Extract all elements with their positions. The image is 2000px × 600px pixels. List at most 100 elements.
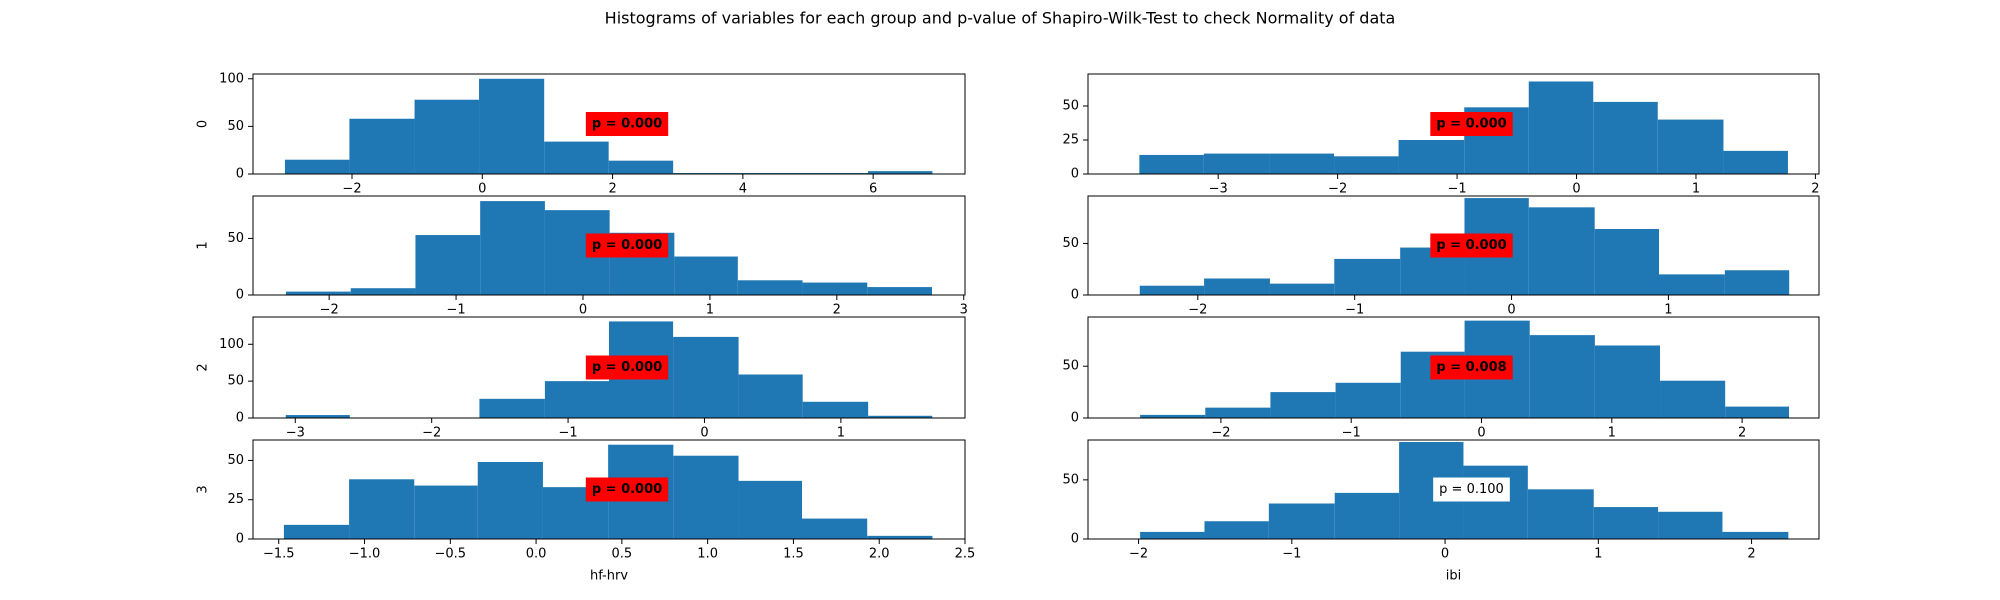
x-tick-label: 0.5 xyxy=(612,547,633,562)
x-tick-label: −2 xyxy=(342,182,361,197)
x-tick-label: 0 xyxy=(1572,182,1580,197)
bar xyxy=(1140,531,1205,539)
bar xyxy=(1139,285,1205,295)
axes-frame xyxy=(1087,73,1820,175)
x-tick-label: 2.0 xyxy=(869,547,890,562)
bar xyxy=(1335,382,1401,418)
y-tick-label: 0 xyxy=(1071,411,1079,426)
p-value-box xyxy=(585,112,669,136)
axes-frame xyxy=(252,73,966,175)
bar xyxy=(673,336,739,418)
x-tick-label: 2.5 xyxy=(955,547,976,562)
bar xyxy=(544,381,609,418)
y-tick-label: 100 xyxy=(219,71,244,86)
x-tick-label: 2 xyxy=(608,182,616,197)
p-value-annotation: p = 0.000 xyxy=(1430,112,1513,136)
bar xyxy=(1660,380,1726,418)
bar xyxy=(1723,150,1788,174)
x-tick-label: −1.5 xyxy=(263,547,295,562)
p-value-text: p = 0.100 xyxy=(1439,482,1504,497)
bar xyxy=(1593,507,1659,539)
x-axis-label: hf-hrv xyxy=(590,569,628,584)
bar xyxy=(414,485,478,539)
bar xyxy=(285,291,351,295)
bar xyxy=(1204,278,1270,295)
x-tick-label: 1 xyxy=(1664,303,1672,318)
y-tick-label: 25 xyxy=(227,492,244,507)
bar xyxy=(285,415,350,418)
x-tick-label: 0 xyxy=(1507,303,1515,318)
bar xyxy=(480,201,545,295)
p-value-annotation: p = 0.000 xyxy=(585,112,669,136)
bar xyxy=(1725,406,1790,418)
p-value-box xyxy=(1433,477,1510,502)
x-tick-label: −1 xyxy=(446,303,465,318)
x-tick-label: −1 xyxy=(1447,182,1466,197)
axes-frame xyxy=(252,316,966,419)
x-tick-label: −1 xyxy=(1282,547,1301,562)
p-value-text: p = 0.000 xyxy=(592,117,662,132)
x-tick-label: 2 xyxy=(1747,547,1755,562)
x-tick-label: −1 xyxy=(1342,426,1361,441)
x-tick-label: 4 xyxy=(739,182,747,197)
x-tick-label: 2 xyxy=(833,303,841,318)
x-tick-label: −2 xyxy=(1211,426,1230,441)
x-tick-label: −1 xyxy=(558,426,577,441)
x-tick-label: 1.0 xyxy=(697,547,718,562)
bar xyxy=(477,462,543,539)
x-tick-label: 1 xyxy=(706,303,714,318)
y-tick-label: 50 xyxy=(1062,236,1079,251)
bar xyxy=(673,455,739,539)
x-tick-label: −2 xyxy=(1328,182,1347,197)
x-tick-label: −3 xyxy=(1209,182,1228,197)
y-tick-label: 50 xyxy=(1062,98,1079,113)
bar xyxy=(1529,335,1595,418)
bar xyxy=(1593,101,1658,174)
y-axis-label: 0 xyxy=(196,120,211,128)
y-tick-label: 50 xyxy=(227,453,244,468)
bar xyxy=(1140,414,1206,418)
x-tick-label: 0 xyxy=(1441,547,1449,562)
x-tick-label: −2 xyxy=(422,426,441,441)
bar xyxy=(414,99,480,174)
x-axis-label: ibi xyxy=(1446,569,1461,584)
y-tick-label: 0 xyxy=(1071,288,1079,303)
bar xyxy=(1463,465,1528,539)
bar xyxy=(674,256,738,295)
bar xyxy=(284,159,350,174)
p-value-text: p = 0.000 xyxy=(1436,117,1506,132)
x-tick-label: −2 xyxy=(320,303,339,318)
y-tick-label: 25 xyxy=(1062,132,1079,147)
p-value-box xyxy=(1430,233,1513,258)
bar xyxy=(868,415,933,418)
x-tick-label: 1 xyxy=(1692,182,1700,197)
x-tick-label: −2 xyxy=(1129,547,1148,562)
p-value-box xyxy=(585,355,669,380)
p-value-text: p = 0.000 xyxy=(592,238,662,253)
y-tick-label: 50 xyxy=(1062,359,1079,374)
bar xyxy=(1724,270,1790,295)
p-value-annotation: p = 0.100 xyxy=(1433,477,1510,502)
y-axis-label: 3 xyxy=(196,485,211,493)
bar xyxy=(802,518,868,539)
bar xyxy=(1334,258,1401,295)
bar xyxy=(544,141,609,174)
bar xyxy=(1269,283,1335,295)
p-value-box xyxy=(1430,112,1513,136)
p-value-box xyxy=(585,233,669,258)
bar xyxy=(1658,511,1723,539)
p-value-box xyxy=(1430,355,1513,380)
bar xyxy=(1527,489,1594,539)
x-tick-label: 0 xyxy=(579,303,587,318)
bar xyxy=(1268,503,1335,539)
bar xyxy=(479,78,545,174)
bar xyxy=(1657,119,1724,174)
bar xyxy=(802,282,868,295)
x-tick-label: 2 xyxy=(1811,182,1819,197)
bar xyxy=(1528,207,1595,295)
x-tick-label: −2 xyxy=(1188,303,1207,318)
p-value-box xyxy=(585,477,669,502)
y-tick-label: 0 xyxy=(1071,167,1079,182)
